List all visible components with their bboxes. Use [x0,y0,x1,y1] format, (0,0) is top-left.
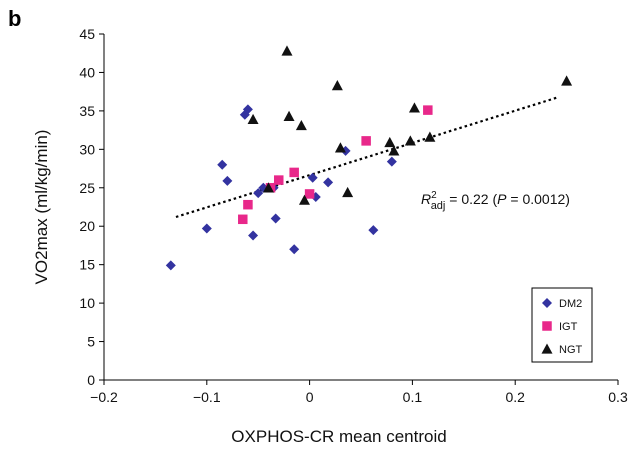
dm2-point [253,188,264,199]
legend-label-igt: IGT [559,321,578,333]
dm2-point [165,260,176,271]
x-tick-label: 0.3 [608,389,628,405]
y-tick-label: 25 [79,180,95,196]
ngt-point [388,145,400,156]
trendline [175,96,557,219]
igt-point [274,175,284,185]
r-value-text: = 0.22 ( [445,191,497,207]
legend-marker-igt [542,321,552,331]
x-tick-label: 0 [306,389,314,405]
p-symbol: P [497,191,507,207]
x-axis-label: OXPHOS-CR mean centroid [231,427,446,446]
dm2-point [270,213,281,224]
legend-label-dm2: DM2 [559,298,582,310]
ngt-point [281,45,293,56]
igt-point [289,167,299,178]
legend-box [531,287,593,363]
x-tick-label: −0.1 [193,389,221,405]
ngt-point [408,102,420,113]
dm2-point [368,225,379,236]
y-tick-label: 20 [79,218,95,234]
dm2-point [386,156,397,167]
ngt-point [262,182,274,193]
dm2-point [222,175,233,186]
ngt-point [295,119,307,131]
ngt-point [247,113,259,125]
y-tick-label: 0 [87,372,95,388]
y-tick-label: 15 [79,257,95,273]
y-tick-label: 45 [79,26,95,42]
y-tick-label: 35 [79,103,95,119]
legend: DM2 IGT NGT [531,287,593,363]
igt-point [361,136,371,146]
legend-marker-dm2 [542,298,552,308]
igt-point [238,214,248,225]
dm2-point [217,159,228,170]
dm2-point [307,172,318,183]
ngt-point [283,110,295,121]
r-symbol: R [421,191,431,207]
legend-marker-ngt [541,343,553,354]
x-tick-label: 0.1 [403,389,423,405]
x-tick-label: −0.2 [90,389,118,405]
y-tick-label: 30 [79,141,95,157]
r-subscript: adj [431,200,446,212]
x-axis-ticks: −0.2 −0.1 0 0.1 0.2 0.3 [90,380,628,405]
dm2-point [323,177,334,188]
axes [103,34,618,381]
ngt-point [404,135,416,146]
x-tick-label: 0.2 [505,389,525,405]
ngt-point [384,136,396,148]
y-axis-ticks: 0 5 10 15 20 25 30 35 40 45 [79,26,104,388]
igt-point [243,199,253,210]
ngt-point [334,142,346,153]
panel-letter: b [8,6,21,31]
dm2-point [242,104,253,115]
regression-annotation: R2 adj = 0.22 (P = 0.0012) [421,190,570,212]
y-axis-label: VO2max (ml/kg/min) [32,130,51,285]
ngt-point [561,75,573,86]
ngt-point [298,194,310,205]
legend-label-ngt: NGT [559,344,583,356]
r-superscript: 2 [431,190,437,201]
y-tick-label: 40 [79,64,95,80]
ngt-point [342,186,354,198]
y-tick-label: 10 [79,295,95,311]
ngt-point [424,131,436,142]
ngt-point [331,80,343,91]
igt-point [423,105,433,115]
igt-point [304,189,315,199]
dm2-point [248,230,259,241]
p-value-text: = 0.0012) [506,191,569,207]
y-tick-label: 5 [87,334,95,350]
data-points [165,45,573,271]
dm2-point [289,244,300,255]
dm2-point [201,223,212,234]
